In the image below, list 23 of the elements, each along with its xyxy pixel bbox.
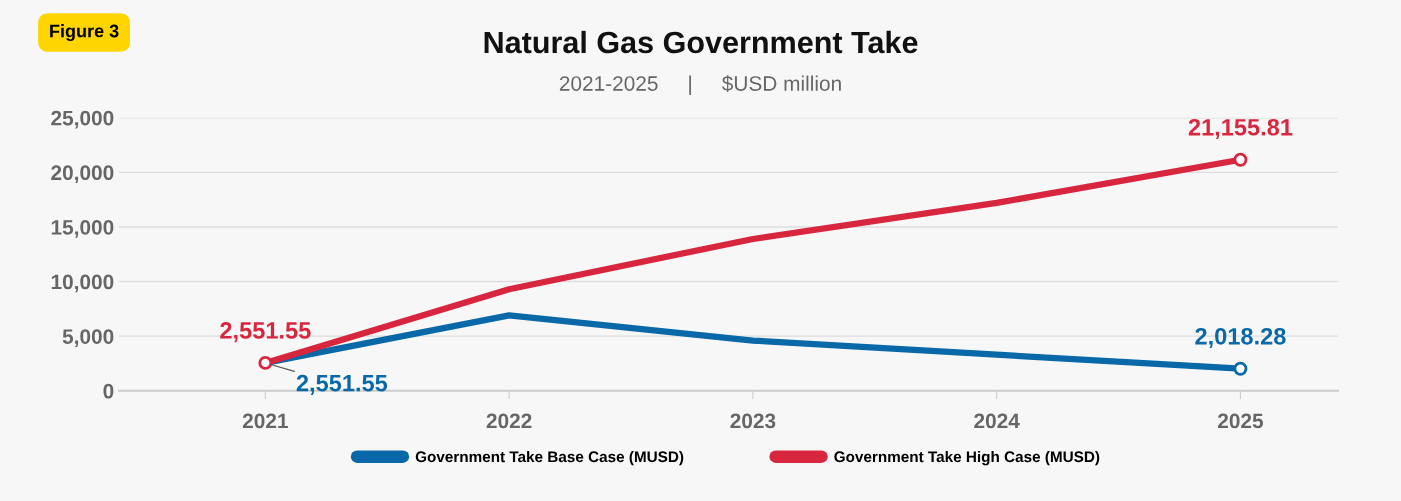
x-tick-label: 2022 <box>486 413 532 429</box>
data-label: 2,551.55 <box>220 322 311 343</box>
caption: Figure 3 <box>50 24 119 42</box>
data-label: 21,155.81 <box>1188 118 1293 140</box>
chart-subtitle: 2021-2025 | $USD million <box>559 75 841 96</box>
x-tick-label: 2023 <box>730 413 776 429</box>
chart-title: Natural Gas Government Take <box>484 30 918 54</box>
y-tick-label: 0 <box>103 383 114 399</box>
point <box>258 355 273 370</box>
legend-label: Government Take High Case (MUSD) <box>834 450 1100 466</box>
point <box>1233 361 1248 376</box>
x-tick-label: 2024 <box>974 413 1020 429</box>
y-tick-label: 10,000 <box>51 274 114 293</box>
legend-label: Government Take Base Case (MUSD) <box>415 450 684 466</box>
x-tick-label: 2021 <box>242 413 288 429</box>
x-tick-label: 2025 <box>1218 413 1264 429</box>
y-tick-label: 20,000 <box>51 165 114 184</box>
data-label: 2,551.55 <box>296 374 388 395</box>
data-label: 2,018.28 <box>1195 327 1286 349</box>
point <box>1233 152 1248 167</box>
y-tick-label: 25,000 <box>51 110 114 129</box>
y-tick-label: 5,000 <box>62 329 114 347</box>
y-tick-label: 15,000 <box>51 219 114 238</box>
